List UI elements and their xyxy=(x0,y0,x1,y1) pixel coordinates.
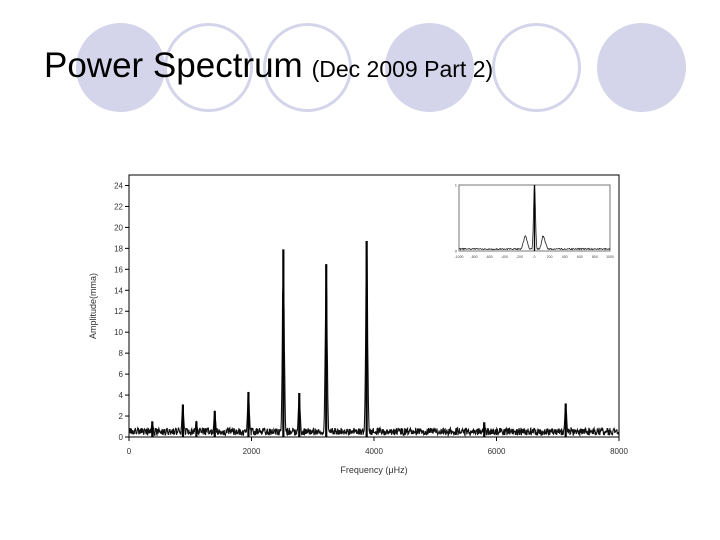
y-axis-label: Amplitude(mma) xyxy=(88,273,98,339)
y-tick-label: 2 xyxy=(119,412,124,421)
inset-x-tick-label: -800 xyxy=(471,255,478,259)
y-tick-label: 14 xyxy=(114,286,123,295)
y-tick-label: 0 xyxy=(119,433,124,442)
slide-title-subtitle: (Dec 2009 Part 2) xyxy=(311,56,494,82)
inset-x-tick-label: 1000 xyxy=(606,255,614,259)
y-tick-label: 6 xyxy=(119,370,124,379)
inset-x-tick-label: -1000 xyxy=(455,255,464,259)
decor-ring-2 xyxy=(263,23,352,112)
x-tick-label: 2000 xyxy=(243,447,261,456)
inset-x-tick-label: -600 xyxy=(486,255,493,259)
inset-x-tick-label: -200 xyxy=(516,255,523,259)
decor-circle-3 xyxy=(597,23,686,112)
inset-x-tick-label: 800 xyxy=(592,255,598,259)
x-tick-label: 8000 xyxy=(610,447,628,456)
decor-ring-3 xyxy=(492,23,581,112)
inset-x-tick-label: -400 xyxy=(501,255,508,259)
spectrum-line xyxy=(128,254,620,438)
y-tick-label: 8 xyxy=(119,349,124,358)
y-tick-label: 24 xyxy=(114,181,123,190)
slide-title-main: Power Spectrum xyxy=(44,46,303,85)
y-tick-label: 4 xyxy=(119,391,124,400)
inset-x-tick-label: 400 xyxy=(562,255,568,259)
x-axis-label: Frequency (μHz) xyxy=(340,465,407,475)
y-tick-label: 16 xyxy=(114,265,123,274)
inset-x-tick-label: 600 xyxy=(577,255,583,259)
y-tick-label: 10 xyxy=(114,328,123,337)
x-tick-label: 4000 xyxy=(365,447,383,456)
slide-title: Power Spectrum (Dec 2009 Part 2) xyxy=(44,46,493,86)
y-tick-label: 18 xyxy=(114,244,123,253)
y-tick-label: 12 xyxy=(114,307,123,316)
decor-circle-1 xyxy=(76,23,165,112)
inset-plot: -1000 -800 -600 -400 -200 0 200 400 600 800 1000 0 1 xyxy=(455,183,614,260)
decor-circle-2 xyxy=(385,23,474,112)
inset-x-tick-label: 200 xyxy=(547,255,553,259)
x-tick-label: 0 xyxy=(127,447,132,456)
inset-y-tick-label: 0 xyxy=(455,249,458,254)
inset-x-tick-label: 0 xyxy=(534,255,536,259)
decor-ring-1 xyxy=(164,23,253,112)
y-tick-label: 22 xyxy=(114,202,123,211)
x-tick-label: 6000 xyxy=(488,447,506,456)
inset-y-tick-label: 1 xyxy=(455,183,458,188)
y-tick-label: 20 xyxy=(114,223,123,232)
